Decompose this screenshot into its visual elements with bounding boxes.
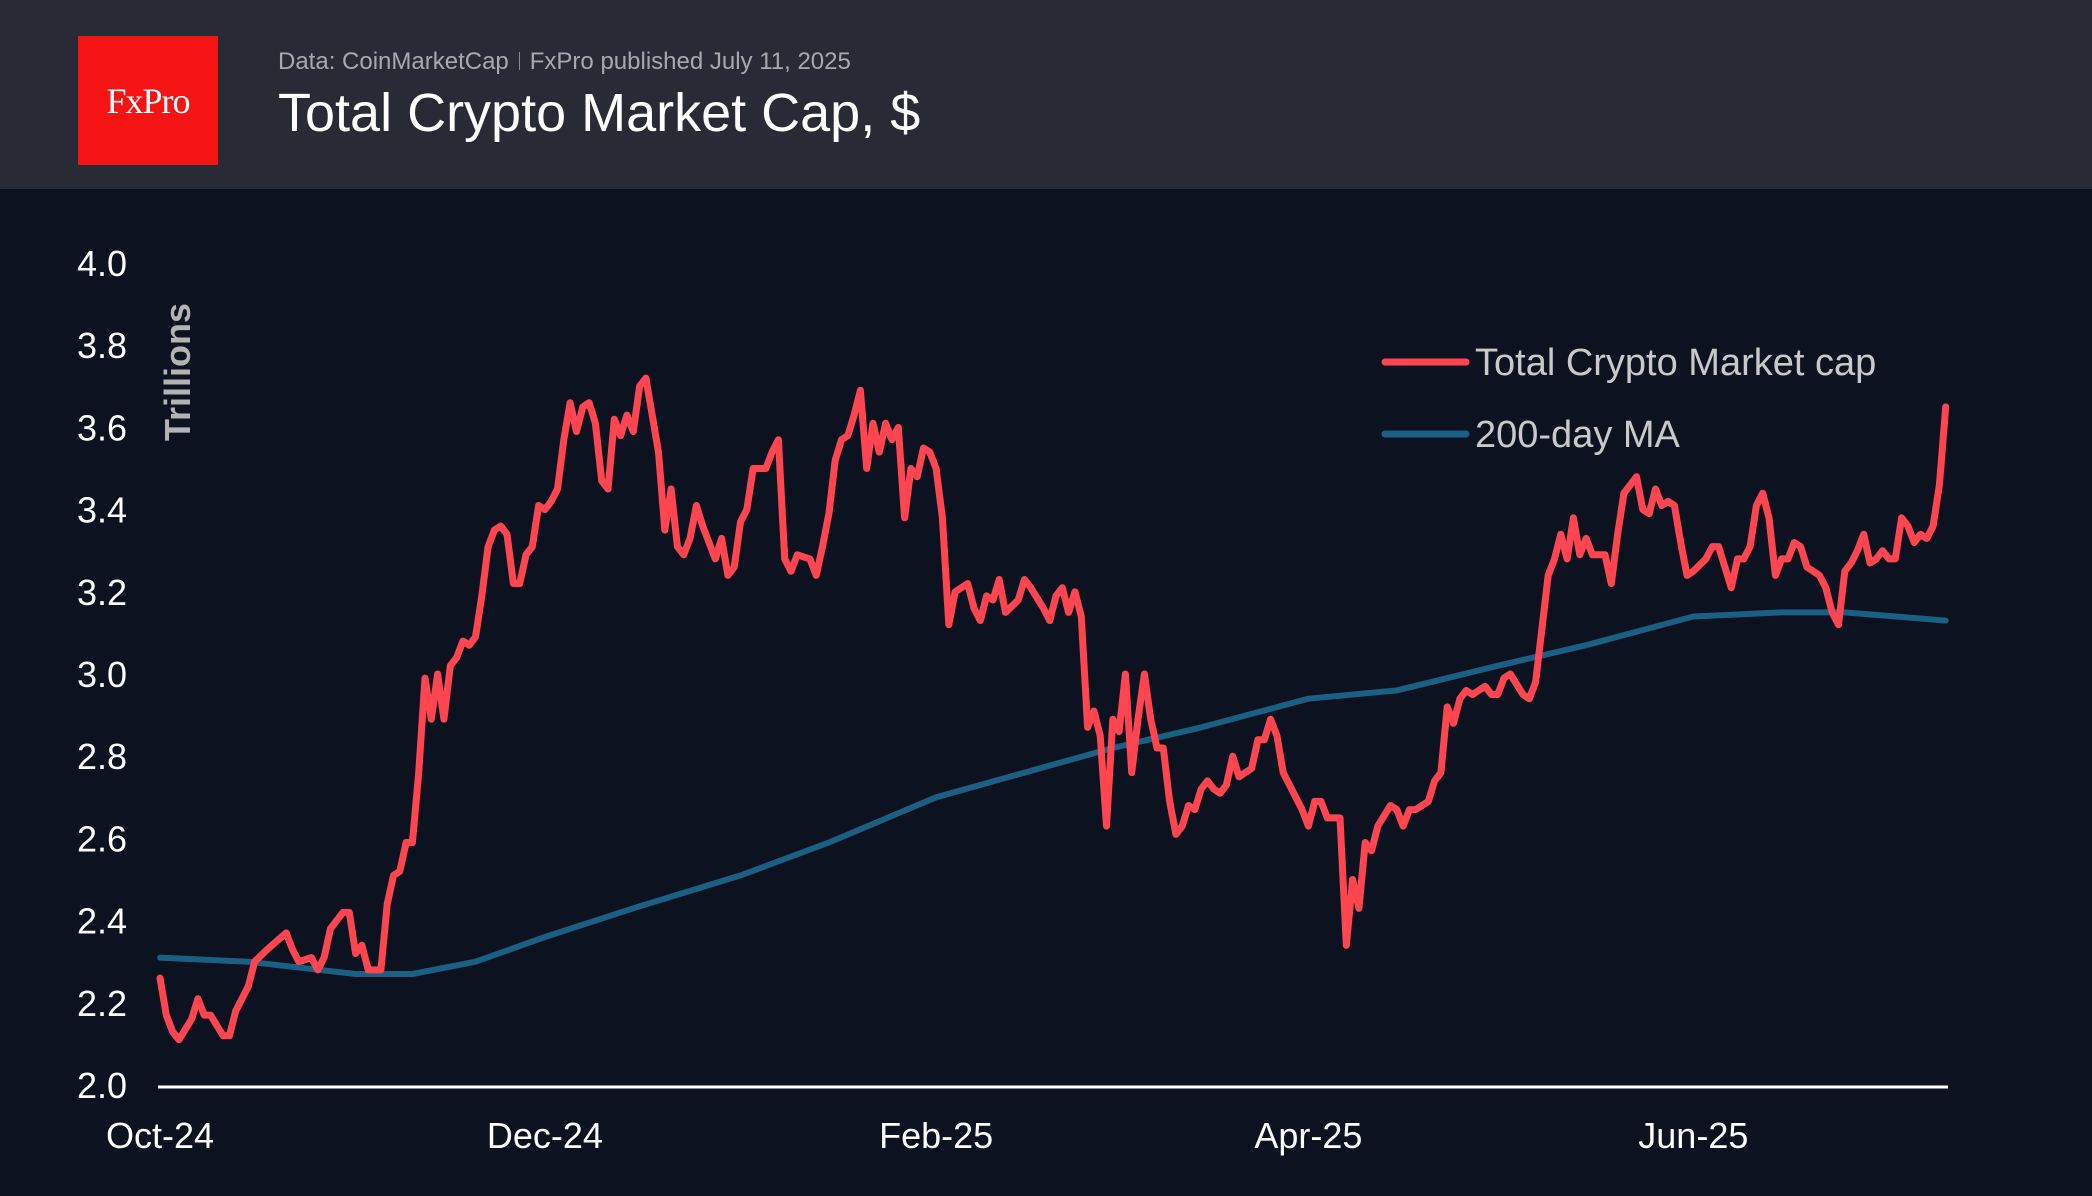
data-source: Data: CoinMarketCap — [278, 48, 509, 75]
separator — [518, 52, 520, 70]
y-tick-label: 3.6 — [77, 407, 127, 448]
y-tick-label: 3.0 — [77, 654, 127, 695]
y-tick-label: 2.8 — [77, 736, 127, 777]
x-tick-label: Jun-25 — [1638, 1115, 1748, 1156]
y-tick-label: 3.8 — [77, 325, 127, 366]
series-line-market-cap — [156, 374, 1950, 1044]
y-axis-label: Trillions — [157, 303, 198, 441]
y-tick-label: 2.2 — [77, 983, 127, 1024]
header-bar: FxPro Data: CoinMarketCap FxPro published… — [0, 0, 2092, 189]
x-tick-label: Oct-24 — [106, 1115, 214, 1156]
published-date: FxPro published July 11, 2025 — [529, 48, 851, 75]
legend: Total Crypto Market cap 200-day MA — [1381, 342, 1876, 456]
x-tick-label: Dec-24 — [487, 1115, 603, 1156]
y-tick-label: 2.4 — [77, 901, 127, 942]
y-axis-ticks: 2.0 2.2 2.4 2.6 2.8 3.0 3.2 3.4 3.6 3.8 4.0 — [77, 243, 127, 1106]
x-axis-ticks: Oct-24 Dec-24 Feb-25 Apr-25 Jun-25 — [106, 1115, 1748, 1156]
x-tick-label: Apr-25 — [1254, 1115, 1362, 1156]
x-tick-label: Feb-25 — [879, 1115, 993, 1156]
y-tick-label: 3.4 — [77, 490, 127, 531]
legend-label-ma200: 200-day MA — [1475, 414, 1681, 456]
legend-label-market-cap: Total Crypto Market cap — [1475, 342, 1876, 384]
chart-title: Total Crypto Market Cap, $ — [278, 83, 921, 143]
y-tick-label: 4.0 — [77, 243, 127, 284]
y-tick-label: 3.2 — [77, 572, 127, 613]
fxpro-logo: FxPro — [78, 36, 218, 165]
y-tick-label: 2.6 — [77, 818, 127, 859]
y-tick-label: 2.0 — [77, 1065, 127, 1106]
subtitle: Data: CoinMarketCap FxPro published July … — [278, 48, 851, 76]
series-line-ma200 — [157, 609, 1949, 977]
logo-text: FxPro — [106, 80, 190, 121]
series-lines — [156, 374, 1950, 1044]
